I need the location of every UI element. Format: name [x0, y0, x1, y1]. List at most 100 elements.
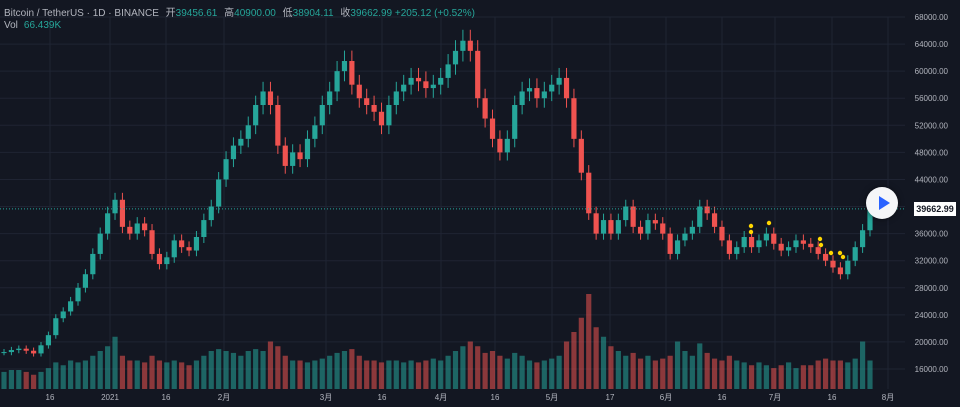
x-tick-label: 2021: [101, 393, 119, 402]
candle-body: [60, 311, 66, 319]
candle-body: [541, 91, 547, 99]
candle-body: [571, 98, 577, 139]
volume-bar: [371, 360, 377, 389]
x-tick-label: 6月: [660, 393, 672, 402]
volume-bar: [845, 362, 851, 389]
candle-body: [593, 213, 599, 234]
volume-bar: [541, 360, 547, 389]
candle-body: [97, 233, 103, 254]
volume-bar: [31, 374, 37, 389]
volume-bar: [726, 355, 732, 389]
signal-marker: [840, 254, 846, 260]
candle-body: [519, 91, 525, 105]
candle-body: [149, 230, 155, 254]
candle-body: [526, 88, 533, 92]
x-tick-label: 4月: [435, 393, 447, 402]
volume-bar: [341, 351, 348, 389]
candle-body: [734, 247, 740, 254]
volume-bar: [526, 360, 533, 389]
volume-bar: [216, 349, 222, 389]
candle-body: [90, 253, 96, 275]
y-tick-label: 64000.00: [915, 40, 949, 49]
volume-bar: [475, 346, 481, 389]
volume-bar: [600, 336, 607, 389]
candle-body: [756, 240, 762, 248]
volume-label: Vol: [4, 20, 18, 31]
candle-body: [356, 84, 362, 99]
volume-bar: [53, 362, 59, 389]
candle-body: [623, 206, 629, 221]
volume-bar: [171, 360, 177, 389]
candle-body: [438, 77, 444, 85]
volume-bar: [711, 358, 718, 389]
x-tick-label: 7月: [769, 393, 781, 402]
volume-bar: [349, 349, 355, 389]
y-tick-label: 48000.00: [915, 148, 949, 157]
candle-body: [201, 220, 207, 237]
y-tick-label: 36000.00: [915, 230, 949, 239]
volume-bar: [297, 360, 303, 389]
volume-bar: [860, 341, 866, 389]
candle-body: [482, 98, 488, 119]
volume-bar: [563, 341, 570, 389]
volume-bar: [615, 351, 621, 389]
candle-body: [341, 61, 348, 72]
high-value: 40900.00: [234, 8, 276, 19]
candle-body: [267, 91, 274, 105]
volume-bar: [75, 362, 81, 389]
candle-body: [430, 84, 436, 89]
candle-body: [489, 118, 496, 139]
signal-marker: [828, 250, 834, 256]
play-replay-button[interactable]: [866, 187, 898, 219]
candle-body: [401, 84, 407, 92]
candle-body: [334, 71, 340, 92]
signal-marker: [748, 229, 754, 235]
low-label: 低: [282, 8, 293, 19]
candle-body: [785, 247, 792, 251]
candle-body: [105, 213, 111, 234]
volume-bar: [763, 365, 769, 389]
volume-bar: [1, 371, 7, 389]
candle-body: [297, 152, 303, 160]
candle-body: [845, 260, 851, 275]
candle-body: [216, 179, 222, 207]
candle-body: [223, 159, 229, 180]
y-tick-label: 16000.00: [915, 365, 949, 374]
volume-bar: [785, 362, 792, 389]
symbol-title: Bitcoin / TetherUS · 1D · BINANCE: [4, 8, 159, 19]
candle-body: [475, 50, 481, 99]
volume-bar: [660, 358, 666, 389]
volume-bar: [156, 360, 163, 389]
volume-bar: [45, 368, 52, 389]
candle-body: [1, 352, 7, 354]
candle-body: [445, 64, 451, 78]
x-tick-label: 8月: [882, 393, 894, 402]
volume-bar: [571, 332, 577, 389]
volume-bar: [8, 370, 14, 389]
y-tick-label: 68000.00: [915, 13, 949, 22]
candle-body: [748, 237, 755, 248]
volume-bar: [586, 294, 592, 389]
volume-bar: [489, 351, 496, 389]
candle-body: [837, 267, 843, 275]
candle-body: [408, 77, 414, 85]
candle-body: [674, 240, 681, 254]
x-tick-label: 16: [46, 393, 55, 402]
signal-marker: [818, 242, 824, 248]
volume-bar: [667, 355, 673, 389]
volume-bar: [186, 365, 192, 389]
volume-bar: [682, 351, 688, 389]
volume-bar: [393, 360, 399, 389]
candle-body: [741, 237, 747, 248]
volume-bar: [23, 371, 29, 389]
candle-body: [127, 226, 133, 234]
volume-bar: [201, 355, 207, 389]
volume-bar: [822, 358, 829, 389]
volume-bar: [164, 362, 170, 389]
volume-bar: [637, 358, 644, 389]
candle-body: [245, 125, 251, 139]
volume-bar: [608, 346, 614, 389]
candle-body: [386, 105, 392, 126]
